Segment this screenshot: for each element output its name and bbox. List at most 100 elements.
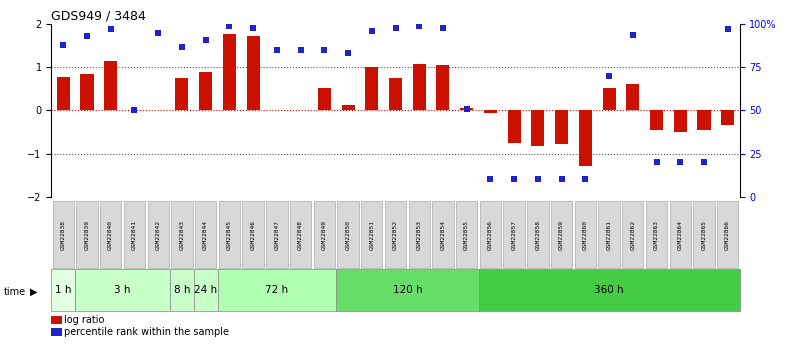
Text: 8 h: 8 h — [174, 285, 190, 295]
Text: GSM22841: GSM22841 — [132, 220, 137, 249]
Text: GSM22840: GSM22840 — [108, 220, 113, 249]
Point — [199, 37, 212, 42]
Bar — [555, 110, 568, 144]
Text: time: time — [4, 287, 26, 296]
Bar — [626, 84, 639, 110]
FancyBboxPatch shape — [290, 201, 312, 268]
Bar — [247, 36, 259, 110]
FancyBboxPatch shape — [242, 201, 264, 268]
Bar — [199, 72, 212, 110]
Text: GSM22843: GSM22843 — [180, 220, 184, 249]
Bar — [698, 110, 710, 130]
Point — [460, 106, 473, 111]
FancyBboxPatch shape — [218, 201, 240, 268]
FancyBboxPatch shape — [575, 201, 596, 268]
Bar — [223, 34, 236, 110]
Text: percentile rank within the sample: percentile rank within the sample — [64, 327, 229, 337]
FancyBboxPatch shape — [171, 201, 193, 268]
FancyBboxPatch shape — [669, 201, 691, 268]
FancyBboxPatch shape — [194, 269, 218, 310]
Text: GSM22851: GSM22851 — [369, 220, 374, 249]
Point — [342, 51, 354, 56]
Text: GSM22865: GSM22865 — [702, 220, 706, 249]
Text: 360 h: 360 h — [594, 285, 624, 295]
Point — [532, 177, 544, 182]
Point — [437, 25, 449, 30]
Point — [271, 47, 283, 53]
Bar — [650, 110, 663, 130]
Point — [413, 23, 426, 29]
Text: GSM22863: GSM22863 — [654, 220, 659, 249]
Bar — [721, 110, 734, 126]
Bar — [532, 110, 544, 146]
Text: GSM22842: GSM22842 — [156, 220, 161, 249]
FancyBboxPatch shape — [51, 269, 75, 310]
FancyBboxPatch shape — [336, 269, 479, 310]
FancyBboxPatch shape — [77, 201, 98, 268]
Text: log ratio: log ratio — [64, 315, 104, 325]
FancyBboxPatch shape — [218, 269, 336, 310]
Point — [698, 159, 710, 165]
Text: 24 h: 24 h — [194, 285, 218, 295]
Bar — [57, 77, 70, 110]
FancyBboxPatch shape — [622, 201, 644, 268]
Text: GSM22850: GSM22850 — [346, 220, 350, 249]
FancyBboxPatch shape — [479, 269, 740, 310]
Bar — [579, 110, 592, 166]
Bar — [437, 65, 449, 110]
Text: GDS949 / 3484: GDS949 / 3484 — [51, 10, 146, 23]
Bar — [674, 110, 687, 132]
FancyBboxPatch shape — [75, 269, 170, 310]
Text: 1 h: 1 h — [55, 285, 71, 295]
FancyBboxPatch shape — [361, 201, 383, 268]
Bar — [176, 78, 188, 110]
Text: GSM22861: GSM22861 — [607, 220, 611, 249]
FancyBboxPatch shape — [598, 201, 620, 268]
Bar — [508, 110, 520, 143]
FancyBboxPatch shape — [314, 201, 335, 268]
FancyBboxPatch shape — [409, 201, 430, 268]
Text: GSM22853: GSM22853 — [417, 220, 422, 249]
Point — [721, 27, 734, 32]
Text: GSM22849: GSM22849 — [322, 220, 327, 249]
Point — [223, 23, 236, 29]
Point — [603, 73, 615, 79]
FancyBboxPatch shape — [100, 201, 122, 268]
Point — [247, 25, 259, 30]
Point — [579, 177, 592, 182]
Point — [626, 32, 639, 37]
Bar — [484, 110, 497, 112]
Point — [508, 177, 520, 182]
FancyBboxPatch shape — [479, 201, 501, 268]
Text: GSM22845: GSM22845 — [227, 220, 232, 249]
Text: GSM22859: GSM22859 — [559, 220, 564, 249]
Point — [674, 159, 687, 165]
FancyBboxPatch shape — [385, 201, 407, 268]
Bar — [81, 74, 93, 110]
Text: 72 h: 72 h — [265, 285, 289, 295]
Text: ▶: ▶ — [30, 287, 37, 296]
Text: GSM22847: GSM22847 — [274, 220, 279, 249]
FancyBboxPatch shape — [148, 201, 169, 268]
Bar — [365, 67, 378, 110]
FancyBboxPatch shape — [267, 201, 288, 268]
Text: 3 h: 3 h — [115, 285, 131, 295]
FancyBboxPatch shape — [433, 201, 454, 268]
Bar — [603, 88, 615, 110]
Bar — [389, 78, 402, 110]
FancyBboxPatch shape — [504, 201, 525, 268]
Text: GSM22852: GSM22852 — [393, 220, 398, 249]
Point — [389, 25, 402, 30]
Text: GSM22848: GSM22848 — [298, 220, 303, 249]
Point — [81, 33, 93, 39]
Point — [104, 27, 117, 32]
FancyBboxPatch shape — [52, 201, 74, 268]
FancyBboxPatch shape — [717, 201, 739, 268]
FancyBboxPatch shape — [551, 201, 573, 268]
Point — [128, 108, 141, 113]
Point — [650, 159, 663, 165]
FancyBboxPatch shape — [456, 201, 478, 268]
Bar — [318, 88, 331, 110]
Text: GSM22844: GSM22844 — [203, 220, 208, 249]
Point — [484, 177, 497, 182]
